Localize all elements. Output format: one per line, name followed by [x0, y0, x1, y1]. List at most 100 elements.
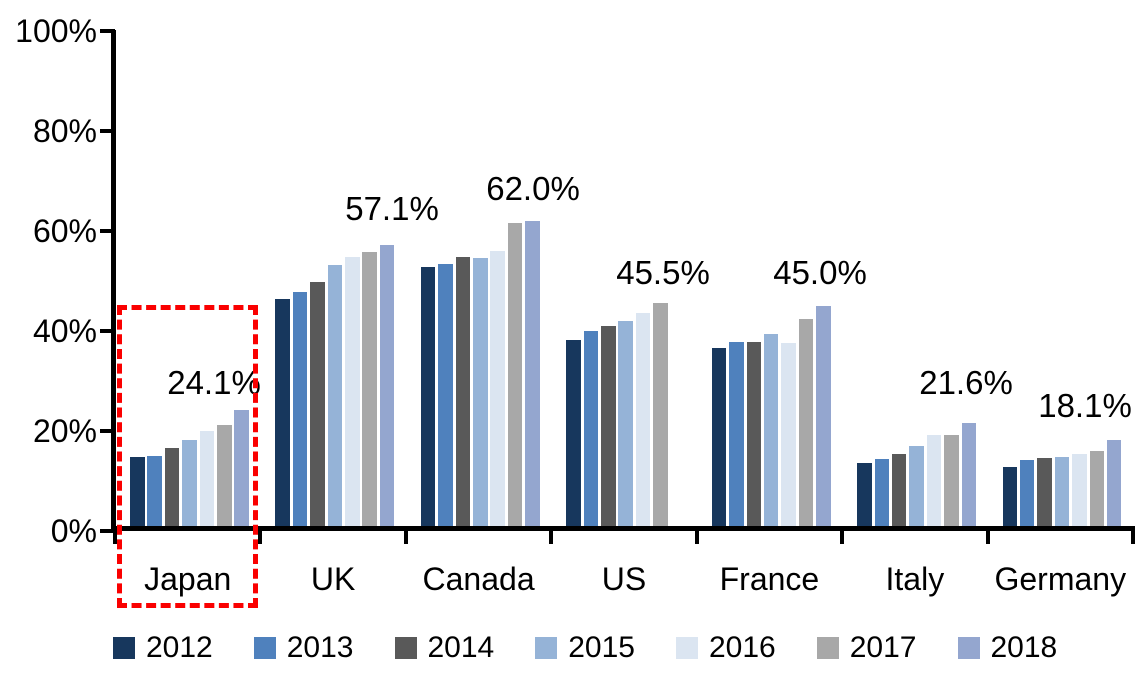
- x-axis-line: [111, 526, 1135, 531]
- bar-france-2017: [798, 319, 814, 526]
- category-label-italy: Italy: [885, 561, 945, 597]
- legend-item-2017: 2017: [816, 631, 917, 664]
- bar-germany-2015: [1054, 457, 1070, 526]
- bar-france-2016: [781, 343, 796, 526]
- bar-japan-2016: [199, 431, 215, 526]
- bar-italy-2012: [857, 463, 872, 526]
- bar-japan-2018: [234, 410, 249, 526]
- bar-canada-2017: [507, 223, 523, 526]
- bar-us-2014: [601, 325, 616, 526]
- x-tick: [694, 531, 699, 544]
- bar-japan-2012: [130, 457, 145, 526]
- legend-label-2016: 2016: [709, 631, 776, 664]
- bar-us-2015: [618, 320, 633, 526]
- bar-uk-2014: [310, 282, 325, 526]
- bar-germany-2018: [1106, 440, 1122, 526]
- bar-us-2013: [583, 331, 599, 526]
- legend-swatch-2012: [113, 637, 135, 659]
- data-label-uk: 57.1%: [345, 190, 439, 227]
- y-tick: [100, 328, 115, 333]
- y-tick: [100, 528, 115, 533]
- x-tick: [985, 531, 990, 544]
- bar-uk-2013: [292, 292, 308, 526]
- legend-label-2018: 2018: [990, 631, 1058, 664]
- bar-canada-2013: [438, 264, 453, 526]
- y-axis-tick-label: 100%: [15, 12, 97, 49]
- data-label-canada: 62.0%: [486, 170, 580, 207]
- legend-item-2014: 2014: [394, 631, 495, 664]
- bar-france-2014: [746, 342, 761, 526]
- y-axis-tick-label: 20%: [32, 412, 97, 449]
- x-tick: [1131, 531, 1135, 544]
- bar-italy-2018: [961, 422, 977, 526]
- y-axis-tick-label: 80%: [32, 112, 97, 149]
- bar-france-2012: [711, 348, 727, 526]
- bar-canada-2012: [420, 267, 436, 526]
- legend-item-2012: 2012: [113, 633, 213, 663]
- y-axis-line: [111, 30, 116, 531]
- bar-japan-2014: [164, 447, 180, 526]
- data-label-us: 45.5%: [616, 254, 710, 291]
- bar-canada-2014: [455, 257, 471, 526]
- category-label-france: France: [719, 561, 820, 597]
- y-tick: [100, 128, 115, 133]
- y-tick: [100, 428, 115, 433]
- x-tick: [840, 531, 845, 544]
- bar-canada-2018: [525, 220, 540, 526]
- legend-item-2015: 2015: [535, 633, 635, 663]
- bar-us-2016: [635, 313, 651, 526]
- legend-label-2015: 2015: [568, 631, 635, 664]
- bar-france-2018: [816, 305, 831, 526]
- y-tick: [100, 228, 115, 233]
- bar-uk-2017: [362, 252, 377, 526]
- bar-uk-2018: [379, 245, 395, 526]
- y-axis-tick-label: 0%: [50, 512, 97, 549]
- legend-label-2013: 2013: [286, 631, 354, 664]
- bar-uk-2016: [345, 257, 360, 526]
- bar-italy-2015: [909, 446, 924, 526]
- bar-uk-2015: [327, 265, 343, 526]
- y-axis-tick-label: 60%: [32, 212, 97, 249]
- y-axis-tick-label: 40%: [32, 312, 97, 349]
- legend-label-2012: 2012: [146, 631, 213, 664]
- data-label-germany: 18.1%: [1038, 387, 1132, 424]
- legend-swatch-2014: [394, 637, 417, 659]
- bar-italy-2013: [874, 459, 890, 526]
- category-label-uk: UK: [310, 561, 356, 597]
- x-tick: [403, 531, 408, 544]
- data-label-italy: 21.6%: [919, 364, 1013, 401]
- bar-canada-2015: [473, 258, 488, 526]
- data-label-france: 45.0%: [773, 254, 867, 291]
- bar-italy-2014: [891, 454, 907, 526]
- bar-uk-2012: [275, 299, 290, 526]
- legend-swatch-2018: [957, 637, 980, 659]
- bar-italy-2017: [944, 434, 959, 526]
- bar-japan-2017: [217, 425, 232, 526]
- bar-japan-2013: [147, 456, 162, 526]
- bar-us-2012: [566, 340, 581, 526]
- legend-swatch-2015: [535, 637, 558, 659]
- legend-label-2014: 2014: [427, 631, 495, 664]
- bar-italy-2016: [926, 435, 942, 526]
- category-label-germany: Germany: [994, 561, 1127, 597]
- data-label-japan: 24.1%: [167, 364, 261, 401]
- bar-france-2013: [729, 342, 744, 526]
- legend-item-2016: 2016: [676, 633, 776, 663]
- bar-germany-2014: [1037, 458, 1052, 526]
- y-tick: [100, 28, 115, 33]
- bar-germany-2013: [1019, 460, 1035, 526]
- bar-france-2015: [763, 334, 779, 526]
- legend-item-2018: 2018: [957, 631, 1058, 664]
- highlight-box-japan: [117, 305, 258, 608]
- legend-label-2017: 2017: [849, 631, 917, 664]
- bar-japan-2015: [182, 440, 197, 526]
- legend-swatch-2016: [676, 637, 698, 659]
- legend-swatch-2013: [253, 637, 276, 659]
- legend: 2012 2013 2014 2015 2016 2017 2018: [113, 633, 1057, 663]
- bar-germany-2017: [1089, 451, 1105, 526]
- category-label-canada: Canada: [422, 561, 535, 597]
- legend-swatch-2017: [816, 637, 839, 659]
- bar-germany-2016: [1072, 454, 1087, 526]
- category-label-us: US: [601, 561, 647, 597]
- x-tick: [113, 531, 117, 544]
